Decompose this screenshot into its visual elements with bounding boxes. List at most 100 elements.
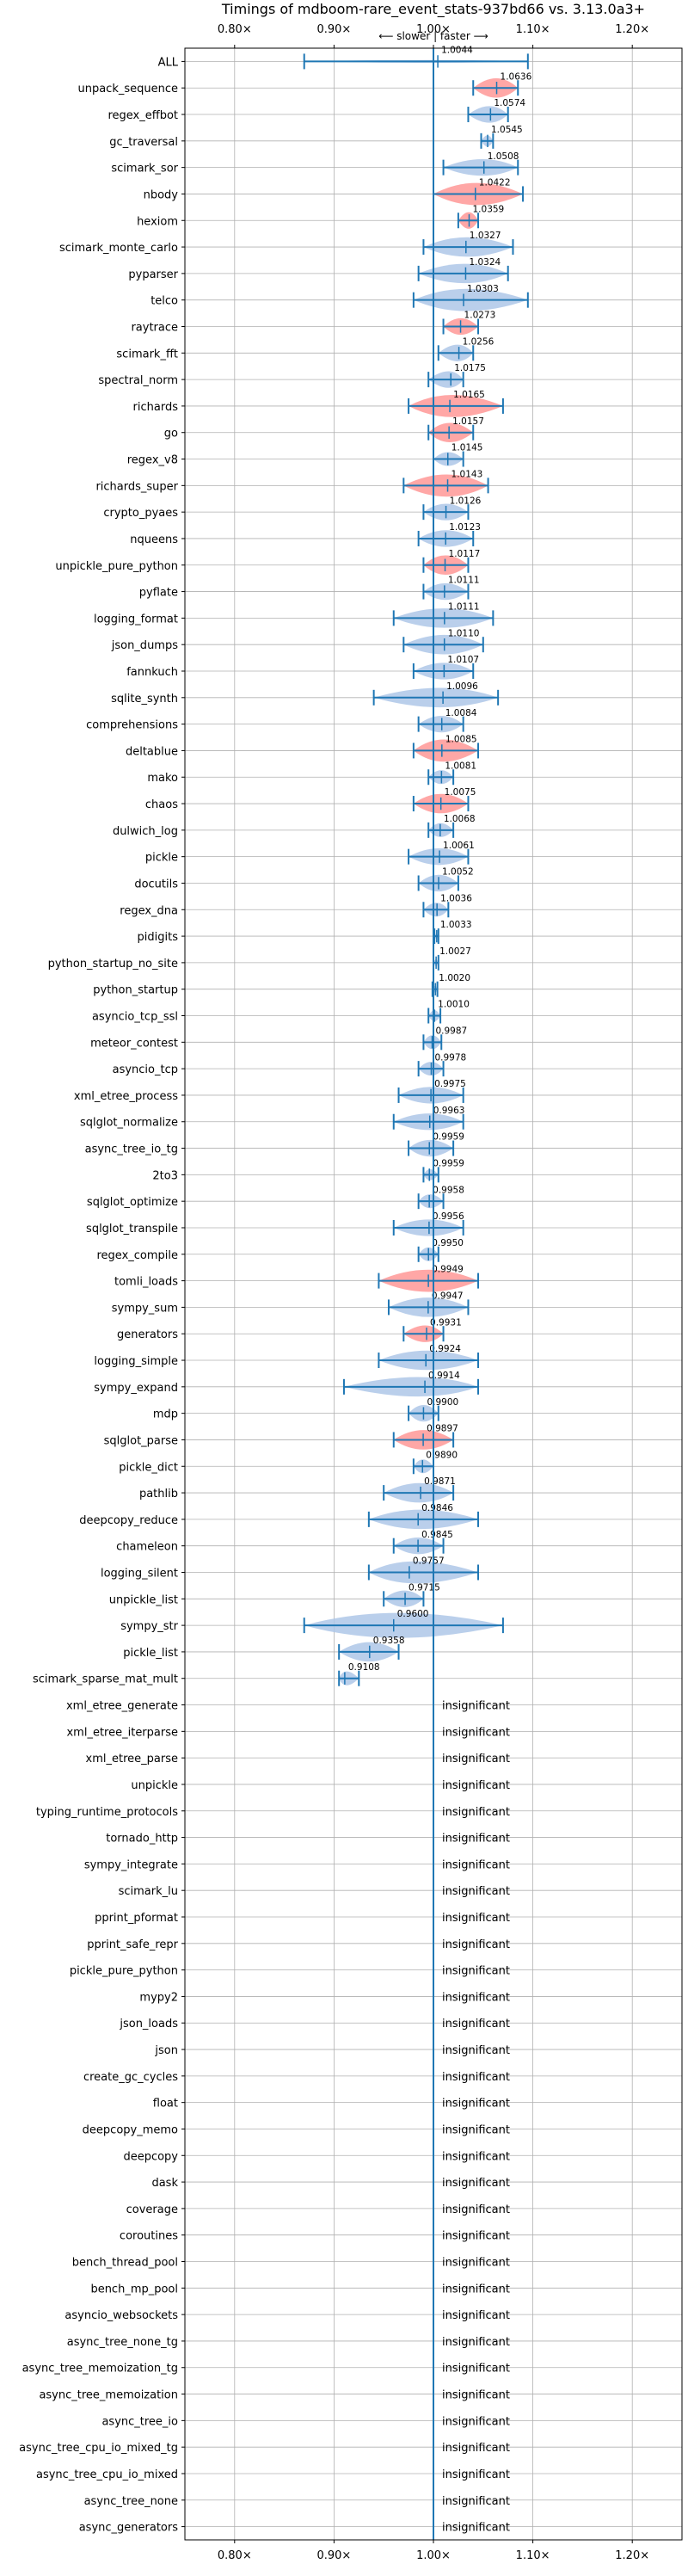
value-label: 0.9715	[408, 1582, 440, 1593]
insignificant-label: insignificant	[442, 1700, 510, 1713]
y-tick-label: richards_super	[95, 480, 178, 493]
insignificant-label: insignificant	[442, 1779, 510, 1792]
value-label: 1.0123	[449, 522, 481, 533]
y-tick-label: unpack_sequence	[77, 83, 178, 96]
x-tick-label-top: 0.80×	[218, 23, 252, 36]
value-label: 0.9108	[348, 1662, 380, 1673]
value-label: 0.9959	[433, 1159, 464, 1169]
value-label: 1.0081	[445, 761, 476, 771]
y-tick-label: python_startup_no_site	[48, 958, 178, 971]
y-tick-label: async_tree_none_tg	[67, 2336, 178, 2349]
y-tick-label: asyncio_websockets	[64, 2309, 178, 2322]
y-tick-label: sympy_integrate	[84, 1858, 178, 1871]
value-label: 1.0165	[453, 390, 485, 400]
y-tick-label: deepcopy_memo	[83, 2123, 178, 2136]
y-tick-label: asyncio_tcp_ssl	[92, 1011, 178, 1024]
y-tick-label: json_loads	[119, 2018, 178, 2031]
value-label: 0.9914	[428, 1371, 460, 1381]
y-tick-label: bench_thread_pool	[72, 2257, 178, 2270]
y-tick-label: nbody	[144, 188, 179, 201]
value-label: 0.9956	[433, 1211, 464, 1222]
value-label: 0.9871	[424, 1476, 456, 1487]
y-tick-label: json_dumps	[111, 639, 178, 652]
y-tick-label: dask	[151, 2177, 178, 2190]
y-tick-label: async_tree_memoization	[39, 2389, 178, 2402]
y-tick-label: fannkuch	[126, 666, 178, 679]
insignificant-label: insignificant	[442, 2522, 510, 2535]
value-label: 1.0508	[488, 151, 519, 162]
y-tick-label: logging_simple	[94, 1355, 178, 1368]
insignificant-label: insignificant	[442, 2442, 510, 2455]
y-tick-label: bench_mp_pool	[90, 2283, 178, 2296]
insignificant-label: insignificant	[442, 1912, 510, 1925]
y-tick-label: spectral_norm	[98, 374, 178, 387]
y-tick-label: pickle	[145, 852, 178, 865]
y-tick-label: logging_silent	[101, 1567, 178, 1580]
y-tick-label: docutils	[134, 878, 178, 891]
x-tick-label-bottom: 0.90×	[316, 2549, 351, 2562]
y-tick-label: float	[153, 2098, 178, 2111]
y-tick-label: chameleon	[116, 1541, 178, 1554]
y-tick-label: telco	[150, 295, 178, 308]
y-tick-label: xml_etree_parse	[86, 1753, 178, 1766]
x-tick-label-top: 1.20×	[615, 23, 649, 36]
value-label: 1.0107	[447, 655, 479, 665]
value-label: 1.0033	[440, 920, 472, 930]
y-tick-label: go	[164, 428, 178, 441]
insignificant-label: insignificant	[442, 2177, 510, 2190]
y-tick-label: json	[154, 2044, 178, 2057]
value-label: 0.9897	[427, 1424, 458, 1434]
value-label: 1.0157	[452, 416, 484, 427]
y-tick-label: regex_dna	[120, 904, 178, 917]
value-label: 1.0061	[443, 841, 475, 851]
value-label: 1.0027	[439, 946, 471, 957]
value-label: 1.0636	[501, 71, 532, 82]
y-tick-label: sympy_sum	[112, 1302, 178, 1315]
x-tick-label-bottom: 1.10×	[516, 2549, 550, 2562]
value-label: 0.9978	[434, 1052, 466, 1063]
value-label: 1.0111	[448, 602, 480, 613]
value-label: 0.9757	[413, 1556, 445, 1567]
x-tick-label-top: 0.90×	[316, 23, 351, 36]
x-tick-label-top: 1.10×	[516, 23, 550, 36]
insignificant-label: insignificant	[442, 1885, 510, 1898]
y-tick-label: gc_traversal	[109, 136, 178, 149]
value-label: 1.0068	[444, 814, 476, 824]
y-tick-label: mako	[147, 772, 178, 785]
insignificant-label: insignificant	[442, 1858, 510, 1871]
value-label: 1.0126	[450, 496, 482, 506]
value-label: 1.0359	[473, 204, 505, 214]
value-label: 0.9846	[421, 1503, 453, 1513]
marks-layer: 1.0044 1.0636 1.0574 1.0545 1.0508 1.0422 1.03…	[303, 46, 532, 2535]
value-label: 0.9987	[435, 1026, 467, 1036]
chart-title: Timings of mdboom-rare_event_stats-937bd…	[221, 1, 645, 18]
y-tick-label: mdp	[153, 1408, 178, 1421]
y-tick-label: unpickle_list	[109, 1593, 178, 1606]
insignificant-label: insignificant	[442, 2230, 510, 2243]
value-label: 0.9900	[427, 1397, 458, 1408]
x-tick-label-bottom: 0.80×	[218, 2549, 252, 2562]
value-label: 1.0052	[442, 867, 474, 878]
y-tick-label: deltablue	[126, 745, 178, 758]
insignificant-label: insignificant	[442, 2098, 510, 2111]
value-label: 1.0085	[445, 735, 477, 745]
y-tick-label: pickle_list	[123, 1647, 178, 1660]
value-label: 1.0117	[449, 549, 481, 559]
value-label: 1.0145	[452, 443, 483, 453]
y-tick-label: async_tree_memoization_tg	[22, 2363, 178, 2376]
y-tick-label: scimark_monte_carlo	[59, 242, 178, 255]
insignificant-label: insignificant	[442, 2309, 510, 2322]
y-tick-label: pickle_dict	[119, 1461, 178, 1474]
insignificant-label: insignificant	[442, 2018, 510, 2031]
y-tick-label: nqueens	[130, 533, 178, 546]
y-tick-label: sqlite_synth	[111, 693, 178, 706]
y-tick-label: async_tree_cpu_io_mixed	[36, 2468, 178, 2481]
value-label: 1.0303	[467, 284, 499, 294]
direction-label: ⟵ slower | faster ⟶	[378, 30, 488, 42]
y-tick-label: xml_etree_process	[74, 1090, 178, 1103]
y-tick-label: sqlglot_parse	[104, 1434, 178, 1447]
insignificant-label: insignificant	[442, 2363, 510, 2376]
y-tick-label: unpickle	[131, 1779, 178, 1792]
insignificant-label: insignificant	[442, 2044, 510, 2057]
